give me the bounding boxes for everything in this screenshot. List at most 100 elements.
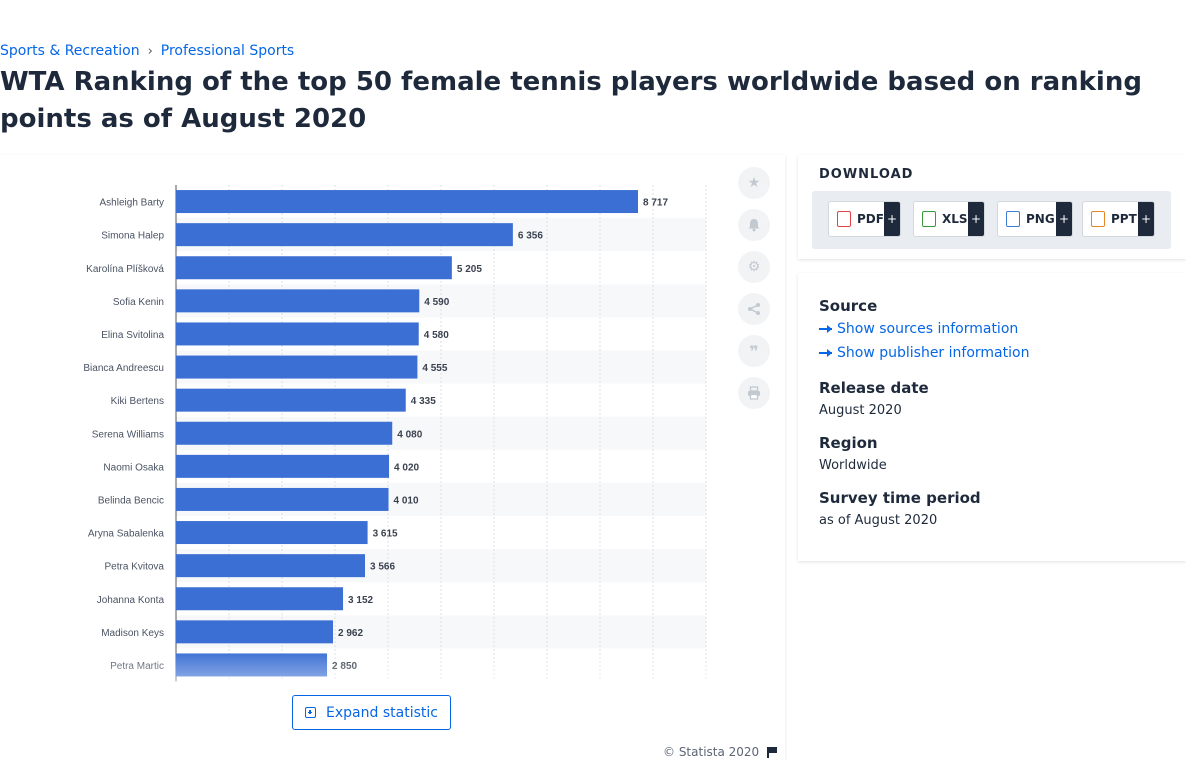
gear-icon[interactable]: ⚙ xyxy=(738,251,770,283)
category-label: Petra Martic xyxy=(110,661,164,672)
share-icon[interactable] xyxy=(738,293,770,325)
region-value: Worldwide xyxy=(819,458,887,473)
category-label: Aryna Sabalenka xyxy=(88,529,165,540)
download-buttons: PDF + XLS + PNG + PPT + xyxy=(812,191,1171,249)
bar xyxy=(176,289,420,313)
download-png-button[interactable]: PNG + xyxy=(997,201,1073,237)
category-label: Johanna Konta xyxy=(97,595,165,606)
show-sources-label: Show sources information xyxy=(837,321,1019,337)
category-label: Elina Svitolina xyxy=(101,330,164,341)
category-label: Kiki Bertens xyxy=(111,396,164,407)
arrow-right-icon xyxy=(819,349,832,357)
value-label: 3 152 xyxy=(348,595,373,606)
category-label: Sofia Kenin xyxy=(113,297,164,308)
bar xyxy=(176,487,389,511)
value-label: 5 205 xyxy=(457,264,482,275)
value-label: 4 010 xyxy=(394,495,419,506)
value-label: 2 962 xyxy=(338,628,363,639)
value-label: 4 555 xyxy=(422,363,447,374)
download-pdf-label: PDF xyxy=(857,212,884,226)
expand-statistic-label: Expand statistic xyxy=(326,704,438,721)
category-label: Bianca Andreescu xyxy=(83,363,164,374)
bar xyxy=(176,521,368,545)
breadcrumb-separator: › xyxy=(147,43,153,59)
star-icon[interactable]: ★ xyxy=(738,167,770,199)
print-icon[interactable] xyxy=(738,377,770,409)
chart-card: Ashleigh Barty 8 717 Simona Halep 6 356 Karo… xyxy=(0,155,785,760)
ppt-file-icon xyxy=(1091,211,1105,227)
bar xyxy=(176,256,452,280)
value-label: 4 020 xyxy=(394,462,419,473)
expand-statistic-button[interactable]: Expand statistic xyxy=(292,695,451,730)
download-png-plus[interactable]: + xyxy=(1056,202,1072,236)
download-pdf-button[interactable]: PDF + xyxy=(828,201,901,237)
download-png-label: PNG xyxy=(1026,212,1055,226)
category-label: Madison Keys xyxy=(101,628,164,639)
value-label: 3 615 xyxy=(373,529,398,540)
category-label: Ashleigh Barty xyxy=(100,198,164,209)
chart-tools: ★ ⚙ ❞ xyxy=(738,167,770,409)
value-label: 3 566 xyxy=(370,562,395,573)
bar xyxy=(176,554,365,578)
show-publisher-link[interactable]: Show publisher information xyxy=(819,345,1029,361)
value-label: 4 080 xyxy=(397,429,422,440)
show-sources-link[interactable]: Show sources information xyxy=(819,321,1018,337)
download-xls-button[interactable]: XLS + xyxy=(913,201,985,237)
value-label: 4 580 xyxy=(424,330,449,341)
region-label: Region xyxy=(819,434,878,452)
release-date-label: Release date xyxy=(819,379,929,397)
value-label: 4 335 xyxy=(411,396,436,407)
value-label: 2 850 xyxy=(332,661,357,672)
download-card: DOWNLOAD PDF + XLS + PNG + PPT + xyxy=(798,155,1186,259)
bar xyxy=(176,421,393,445)
bar-chart: Ashleigh Barty 8 717 Simona Halep 6 356 Karo… xyxy=(83,185,707,682)
chart-area: Ashleigh Barty 8 717 Simona Halep 6 356 Karo… xyxy=(0,183,720,683)
category-label: Naomi Osaka xyxy=(103,462,164,473)
breadcrumb-professional-sports[interactable]: Professional Sports xyxy=(160,43,295,59)
expand-icon xyxy=(305,707,317,718)
flag-icon[interactable] xyxy=(767,746,778,758)
quote-icon[interactable]: ❞ xyxy=(738,335,770,367)
category-label: Petra Kvitova xyxy=(105,562,165,573)
category-label: Simona Halep xyxy=(101,231,164,242)
breadcrumb: Sports & Recreation › Professional Sport… xyxy=(0,43,294,59)
arrow-right-icon xyxy=(819,325,832,333)
category-label: Karolína Plíšková xyxy=(86,264,164,275)
release-date-value: August 2020 xyxy=(819,403,902,418)
download-xls-plus[interactable]: + xyxy=(968,202,984,236)
pdf-file-icon xyxy=(837,211,851,227)
info-card: Source Show sources information Show pub… xyxy=(798,273,1186,561)
survey-period-value: as of August 2020 xyxy=(819,513,938,528)
top-bar xyxy=(0,0,1186,40)
category-label: Serena Williams xyxy=(92,429,164,440)
page-title: WTA Ranking of the top 50 female tennis … xyxy=(0,67,1142,134)
bar xyxy=(176,190,639,214)
bell-icon[interactable] xyxy=(738,209,770,241)
category-label: Belinda Bencic xyxy=(98,495,164,506)
statistic-panel: Ashleigh Barty 8 717 Simona Halep 6 356 Karo… xyxy=(0,155,785,760)
source-label: Source xyxy=(819,297,878,315)
show-publisher-label: Show publisher information xyxy=(837,345,1030,361)
value-label: 6 356 xyxy=(518,231,543,242)
bar xyxy=(176,454,390,478)
bar xyxy=(176,322,419,346)
png-file-icon xyxy=(1006,211,1020,227)
bar xyxy=(176,388,406,412)
survey-period-label: Survey time period xyxy=(819,489,981,507)
value-label: 4 590 xyxy=(424,297,449,308)
download-title: DOWNLOAD xyxy=(819,167,914,182)
bar xyxy=(176,587,344,611)
bar xyxy=(176,223,513,247)
download-xls-label: XLS xyxy=(942,212,968,226)
xls-file-icon xyxy=(922,211,936,227)
bar xyxy=(176,620,333,644)
copyright: © Statista 2020 xyxy=(663,745,778,759)
value-label: 8 717 xyxy=(643,198,668,209)
download-pdf-plus[interactable]: + xyxy=(884,202,900,236)
bar xyxy=(176,653,328,677)
copyright-text: © Statista 2020 xyxy=(663,745,760,759)
download-ppt-plus[interactable]: + xyxy=(1138,202,1154,236)
bar xyxy=(176,355,418,379)
breadcrumb-sports-recreation[interactable]: Sports & Recreation xyxy=(0,43,140,59)
download-ppt-button[interactable]: PPT + xyxy=(1082,201,1155,237)
